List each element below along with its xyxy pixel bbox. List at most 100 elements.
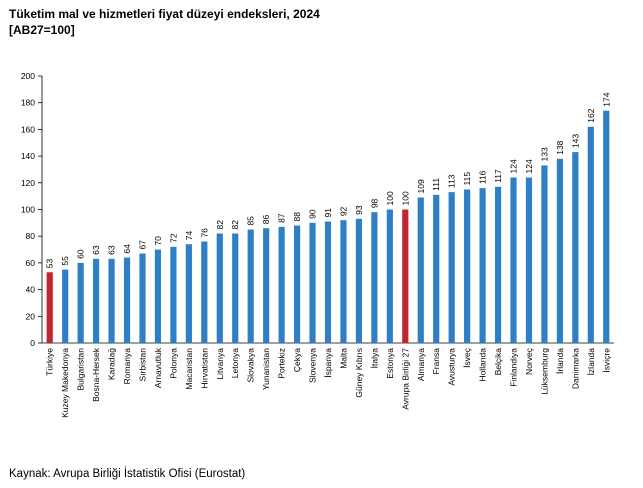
category-label: İsveç xyxy=(462,347,472,368)
category-label: Norveç xyxy=(524,347,534,375)
category-label: Avusturya xyxy=(447,348,457,386)
chart-title: Tüketim mal ve hizmetleri fiyat düzeyi e… xyxy=(9,7,320,21)
bar xyxy=(417,197,424,343)
bar-value-label: 109 xyxy=(416,179,426,193)
category-label: Arnavutluk xyxy=(153,347,163,388)
bar-value-label: 111 xyxy=(431,178,441,191)
bar-value-label: 174 xyxy=(601,92,611,106)
category-label: Karadağ xyxy=(107,348,117,380)
category-label: Polonya xyxy=(168,348,178,379)
bar xyxy=(340,220,347,343)
bar xyxy=(154,249,162,343)
category-label: Türkiye xyxy=(45,348,55,376)
category-label: İrlanda xyxy=(555,348,565,374)
bar xyxy=(232,233,239,343)
category-label: Romanya xyxy=(122,348,132,385)
bar xyxy=(464,189,471,343)
category-label: Litvanya xyxy=(215,348,225,380)
bar xyxy=(77,262,84,343)
bar xyxy=(278,226,285,343)
bar xyxy=(479,188,486,343)
bar xyxy=(62,269,69,343)
bar xyxy=(185,244,192,343)
category-label: Slovakya xyxy=(246,348,256,383)
bar-value-label: 138 xyxy=(555,140,565,154)
bar-value-label: 115 xyxy=(462,172,472,186)
bar xyxy=(541,165,548,343)
bar-value-label: 117 xyxy=(493,169,503,183)
bar-value-label: 60 xyxy=(76,249,86,259)
y-tick-label: 40 xyxy=(26,285,36,295)
category-label: Letonya xyxy=(230,348,240,379)
category-label: Sırbistan xyxy=(137,348,147,382)
bar xyxy=(587,126,594,343)
bar xyxy=(572,152,579,343)
category-label: Lüksemburg xyxy=(539,348,549,395)
bar-value-label: 86 xyxy=(261,214,271,224)
bar-value-label: 133 xyxy=(539,147,549,161)
bar-value-label: 143 xyxy=(570,134,580,148)
category-label: Macaristan xyxy=(184,348,194,390)
bar-value-label: 55 xyxy=(60,256,70,266)
bar xyxy=(263,228,270,343)
bar-value-label: 82 xyxy=(215,220,225,230)
y-tick-label: 60 xyxy=(26,258,36,268)
bar xyxy=(247,229,254,343)
category-label: Kuzey Makedonya xyxy=(60,348,70,418)
bar-value-label: 91 xyxy=(323,208,333,218)
category-label: Danimarka xyxy=(570,348,580,389)
bar-value-label: 100 xyxy=(385,191,395,205)
chart-subtitle: [AB27=100] xyxy=(9,23,75,37)
bar xyxy=(603,110,610,344)
bar xyxy=(139,253,146,343)
bar xyxy=(93,258,100,343)
category-label: Finlandiya xyxy=(509,348,519,387)
bar-value-label: 116 xyxy=(478,170,488,184)
category-label: Güney Kıbrıs xyxy=(354,348,364,398)
bar-value-label: 92 xyxy=(338,206,348,216)
category-label: Malta xyxy=(338,348,348,369)
bars xyxy=(46,110,610,344)
bar-value-label: 76 xyxy=(199,228,209,238)
bar-value-label: 64 xyxy=(122,244,132,254)
category-label: Portekiz xyxy=(277,348,287,379)
category-label: Almanya xyxy=(416,348,426,381)
category-label: Hırvatistan xyxy=(199,348,209,389)
bar xyxy=(170,246,177,343)
category-label: Avrupa Birliği 27 xyxy=(400,348,410,410)
category-label: Fransa xyxy=(431,348,441,375)
y-tick-label: 180 xyxy=(21,98,35,108)
bar-value-label: 162 xyxy=(586,108,596,122)
bar xyxy=(293,225,301,343)
bar xyxy=(216,233,223,343)
bar-value-label: 98 xyxy=(369,198,379,208)
bar xyxy=(386,209,393,343)
bar xyxy=(371,212,378,343)
category-label: Bosna-Hersek xyxy=(91,347,101,402)
bar-chart: 0 20 40 60 80 100 120 140 160 180 200 53 55 60 63 63 64… xyxy=(21,71,614,418)
bar-value-label: 113 xyxy=(447,174,457,188)
bar xyxy=(108,258,115,343)
value-labels: 53 55 60 63 63 64 67 70 72 74 76 82 82 85 86 87 88 90 91 92… xyxy=(45,92,612,268)
bar xyxy=(201,241,208,343)
y-tick-label: 20 xyxy=(26,311,36,321)
bar-value-label: 90 xyxy=(308,209,318,219)
category-label: İtalya xyxy=(369,348,379,369)
y-tick-label: 100 xyxy=(21,205,35,215)
bar-value-label: 100 xyxy=(400,191,410,205)
bar xyxy=(46,272,53,343)
bar xyxy=(355,218,363,343)
bar-value-label: 88 xyxy=(292,212,302,222)
y-tick-label: 120 xyxy=(21,178,35,188)
category-label: İspanya xyxy=(323,348,333,378)
source-note: Kaynak: Avrupa Birliği İstatistik Ofisi … xyxy=(9,468,246,480)
bar-value-label: 124 xyxy=(524,159,534,173)
bar-value-label: 82 xyxy=(230,220,240,230)
y-tick-label: 0 xyxy=(30,338,35,348)
category-label: Yunanistan xyxy=(261,348,271,390)
bar xyxy=(324,221,332,343)
bar-value-label: 70 xyxy=(153,236,163,246)
category-label: Slovenya xyxy=(308,348,318,383)
bar xyxy=(556,158,563,343)
bar-value-label: 87 xyxy=(277,213,287,223)
